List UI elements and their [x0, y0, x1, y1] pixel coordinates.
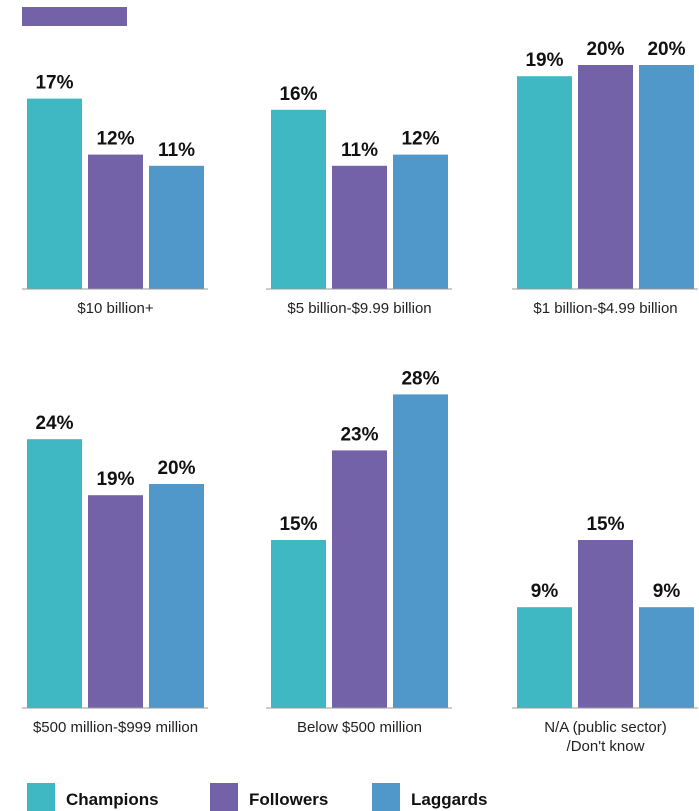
value-label: 11% [341, 140, 378, 161]
bar [27, 98, 82, 289]
value-label: 12% [96, 129, 134, 150]
value-label: 16% [279, 84, 317, 105]
bar [578, 540, 633, 708]
bar [517, 76, 572, 289]
bar [27, 439, 82, 708]
category-label: $1 billion-$4.99 billion [533, 300, 678, 317]
legend-swatch [210, 783, 238, 811]
legend-swatch [372, 783, 400, 811]
legend-label: Followers [249, 790, 329, 809]
value-label: 19% [525, 50, 563, 71]
bar [88, 154, 143, 289]
value-label: 23% [340, 424, 378, 445]
category-label: $5 billion-$9.99 billion [287, 300, 432, 317]
bar [393, 154, 448, 289]
category-label: $10 billion+ [77, 300, 154, 317]
value-label: 9% [653, 581, 681, 602]
bar [271, 109, 326, 289]
bar [393, 394, 448, 708]
bar [332, 165, 387, 289]
legend-label: Champions [66, 790, 159, 809]
value-label: 12% [401, 129, 439, 150]
bar [271, 540, 326, 708]
legend-label: Laggards [411, 790, 488, 809]
category-label: $500 million-$999 million [32, 719, 199, 736]
bar [332, 450, 387, 708]
value-label: 17% [35, 73, 73, 94]
value-label: 15% [586, 514, 624, 535]
bar [88, 495, 143, 708]
value-label: 20% [647, 39, 685, 60]
value-label: 9% [531, 581, 559, 602]
bar [578, 65, 633, 289]
value-label: 28% [401, 368, 439, 389]
bar [149, 165, 204, 289]
bar [149, 484, 204, 708]
value-label: 15% [279, 514, 317, 535]
bar [517, 607, 572, 708]
category-label: N/A (public sector) /Don't know [544, 719, 667, 755]
bar [639, 607, 694, 708]
header-bar [22, 7, 127, 26]
value-label: 20% [157, 458, 195, 479]
value-label: 11% [158, 140, 195, 161]
value-label: 20% [586, 39, 624, 60]
category-label: Below $500 million [296, 719, 423, 736]
legend-swatch [27, 783, 55, 811]
bar [639, 65, 694, 289]
value-label: 19% [96, 469, 134, 490]
value-label: 24% [35, 413, 73, 434]
